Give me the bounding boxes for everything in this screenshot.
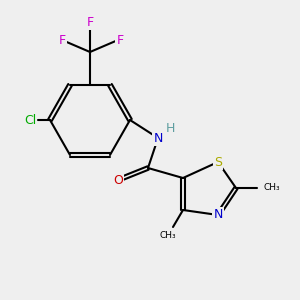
Text: Cl: Cl — [24, 113, 36, 127]
Text: H: H — [165, 122, 175, 134]
Text: F: F — [116, 34, 124, 46]
Text: CH₃: CH₃ — [160, 230, 176, 239]
Text: F: F — [58, 34, 66, 46]
Text: O: O — [113, 173, 123, 187]
Text: F: F — [86, 16, 94, 28]
Text: CH₃: CH₃ — [263, 184, 280, 193]
Text: N: N — [213, 208, 223, 221]
Text: N: N — [153, 131, 163, 145]
Text: S: S — [214, 155, 222, 169]
